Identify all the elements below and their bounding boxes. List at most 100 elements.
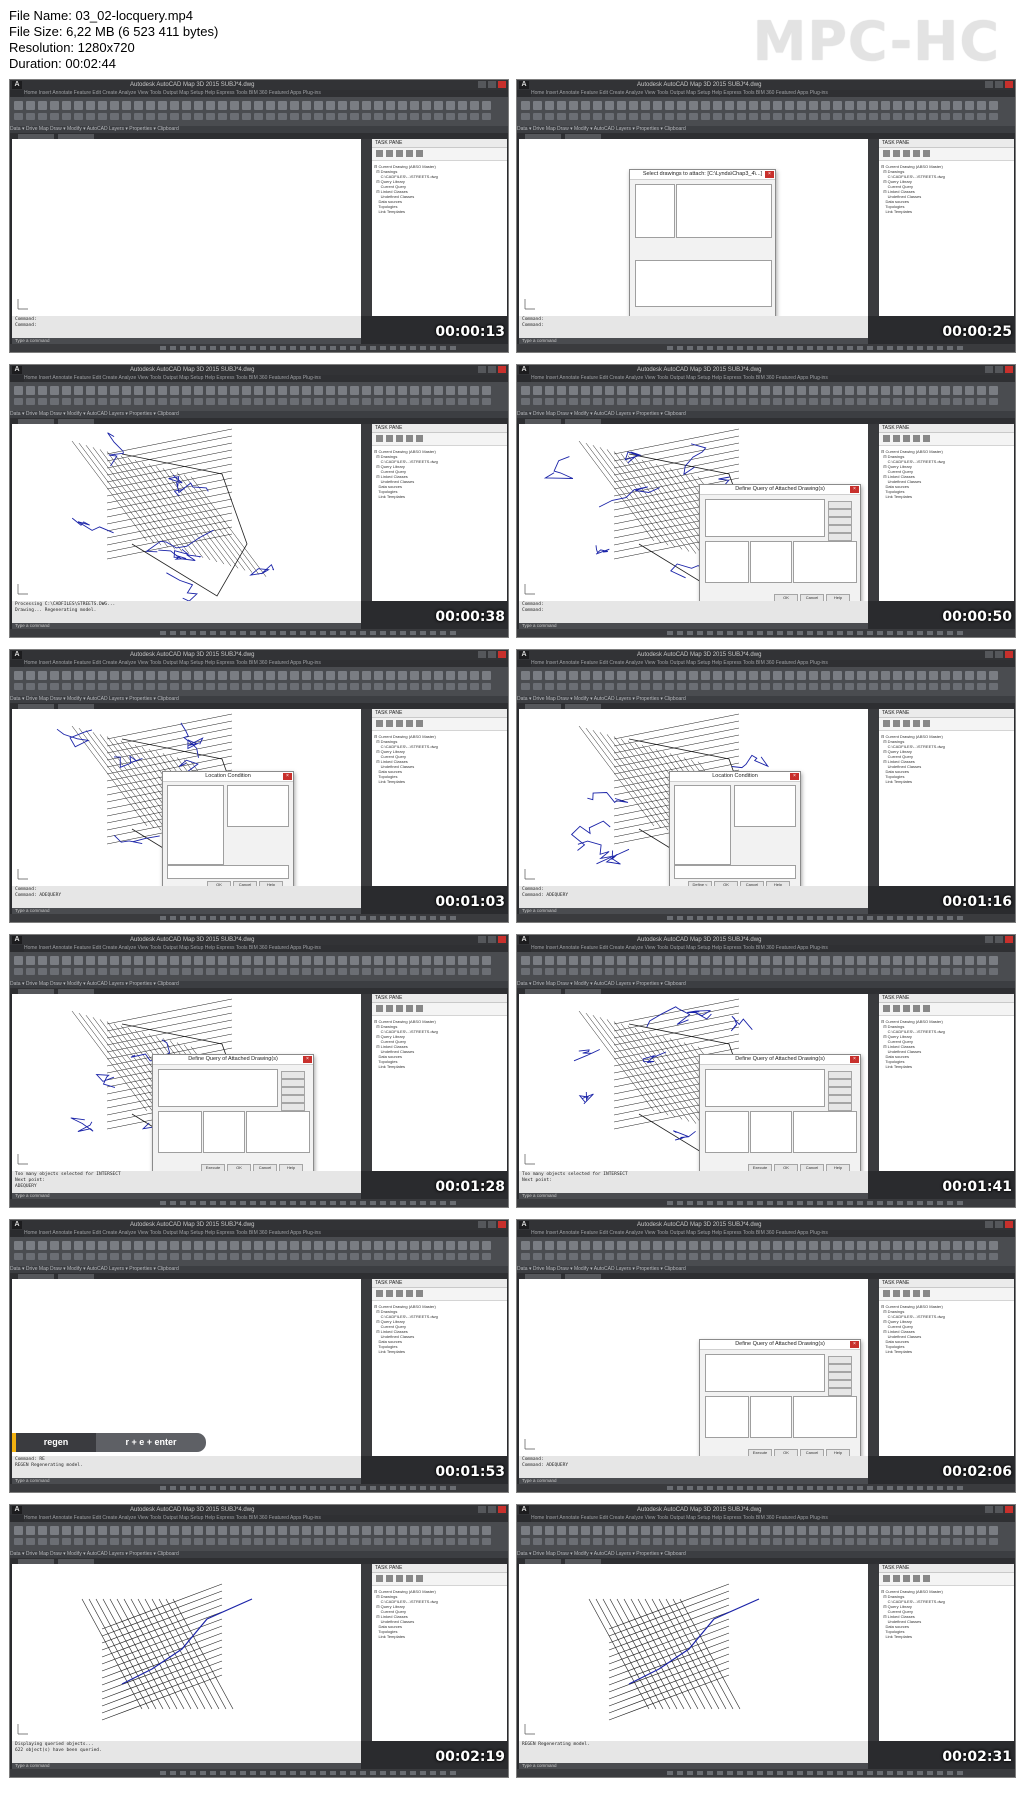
ribbon-tool-icon[interactable] (629, 671, 638, 680)
ribbon-tool-icon[interactable] (809, 683, 818, 690)
ribbon-tool-icon[interactable] (434, 398, 443, 405)
ribbon-tool-icon[interactable] (533, 398, 542, 405)
tree-item[interactable]: ⊟ Linked Classes (881, 474, 915, 479)
ribbon-tool-icon[interactable] (869, 968, 878, 975)
ribbon-tool-icon[interactable] (749, 1538, 758, 1545)
drawing-canvas[interactable] (12, 424, 361, 601)
ribbon-tool-icon[interactable] (314, 398, 323, 405)
ribbon-tool-icon[interactable] (158, 1253, 167, 1260)
ribbon-tool-icon[interactable] (605, 101, 614, 110)
ribbon-tool-icon[interactable] (158, 386, 167, 395)
ribbon-tool-icon[interactable] (557, 968, 566, 975)
task-pane-tool-icon[interactable] (913, 1005, 920, 1012)
ribbon-tool-icon[interactable] (953, 1241, 962, 1250)
status-toggle-icon[interactable] (270, 346, 276, 350)
ribbon-tool-icon[interactable] (641, 956, 650, 965)
status-toggle-icon[interactable] (867, 1201, 873, 1205)
status-toggle-icon[interactable] (410, 1771, 416, 1775)
ribbon-tool-icon[interactable] (773, 113, 782, 120)
minimize-button[interactable] (478, 81, 486, 88)
ribbon-tool-icon[interactable] (833, 671, 842, 680)
status-toggle-icon[interactable] (767, 1771, 773, 1775)
ribbon-tool-icon[interactable] (410, 1538, 419, 1545)
ribbon-tool-icon[interactable] (737, 1241, 746, 1250)
ribbon-tool-icon[interactable] (869, 101, 878, 110)
ribbon-tool-icon[interactable] (893, 398, 902, 405)
ribbon-tool-icon[interactable] (965, 1526, 974, 1535)
ribbon-tool-icon[interactable] (701, 398, 710, 405)
ribbon-tool-icon[interactable] (677, 101, 686, 110)
ribbon-tool-icon[interactable] (545, 671, 554, 680)
ribbon-tool-icon[interactable] (302, 671, 311, 680)
ribbon-tool-icon[interactable] (290, 1538, 299, 1545)
status-toggle-icon[interactable] (857, 1201, 863, 1205)
status-toggle-icon[interactable] (767, 1201, 773, 1205)
options-group[interactable] (246, 1111, 310, 1153)
tree-item[interactable]: ⊟ Current Drawing (ABSO Master) (881, 164, 943, 169)
ribbon-tool-icon[interactable] (545, 683, 554, 690)
tree-item[interactable]: ⊟ Linked Classes (374, 474, 408, 479)
options-group[interactable] (793, 1396, 857, 1438)
ribbon-tool-icon[interactable] (677, 386, 686, 395)
status-toggle-icon[interactable] (250, 631, 256, 635)
ribbon-tool-icon[interactable] (641, 1526, 650, 1535)
task-pane-tool-icon[interactable] (903, 1005, 910, 1012)
ribbon-tool-icon[interactable] (26, 1241, 35, 1250)
ribbon-tool-icon[interactable] (581, 683, 590, 690)
ribbon-tool-icon[interactable] (338, 1538, 347, 1545)
ribbon-tool-icon[interactable] (122, 1526, 131, 1535)
ribbon-tool-icon[interactable] (857, 683, 866, 690)
status-toggle-icon[interactable] (340, 631, 346, 635)
tree-item[interactable]: Topologies (881, 774, 905, 779)
status-toggle-icon[interactable] (817, 1486, 823, 1490)
dialog-button-execute-query[interactable]: Execute Query (201, 1164, 225, 1171)
status-toggle-icon[interactable] (777, 631, 783, 635)
ribbon-tool-icon[interactable] (338, 101, 347, 110)
ribbon-tool-icon[interactable] (785, 386, 794, 395)
ribbon-tool-icon[interactable] (86, 1538, 95, 1545)
ribbon-tool-icon[interactable] (953, 113, 962, 120)
status-toggle-icon[interactable] (180, 1201, 186, 1205)
ribbon-tool-icon[interactable] (857, 113, 866, 120)
ribbon-tool-icon[interactable] (302, 956, 311, 965)
ribbon-tool-icon[interactable] (893, 1253, 902, 1260)
ribbon-tool-icon[interactable] (785, 113, 794, 120)
ribbon-tool-icon[interactable] (701, 1526, 710, 1535)
ribbon-tool-icon[interactable] (470, 1253, 479, 1260)
ribbon-tool-icon[interactable] (809, 398, 818, 405)
ribbon-tool-icon[interactable] (398, 956, 407, 965)
ribbon-tool-icon[interactable] (62, 386, 71, 395)
drawing-tab[interactable] (565, 419, 601, 424)
ribbon-tool-icon[interactable] (446, 398, 455, 405)
ribbon-tool-icon[interactable] (653, 956, 662, 965)
tree-item[interactable]: ⊟ Drawings (881, 169, 905, 174)
ribbon-tabs[interactable]: Home Insert Annotate Feature Edit Create… (531, 1230, 1015, 1237)
status-toggle-icon[interactable] (260, 631, 266, 635)
tree-item[interactable]: ⊟ Drawings (374, 1024, 398, 1029)
ribbon-tool-icon[interactable] (593, 683, 602, 690)
status-toggle-icon[interactable] (707, 631, 713, 635)
ribbon-tool-icon[interactable] (569, 1253, 578, 1260)
status-toggle-icon[interactable] (210, 1486, 216, 1490)
ribbon-tool-icon[interactable] (941, 683, 950, 690)
ribbon-tool-icon[interactable] (689, 683, 698, 690)
tree-item[interactable]: C:\CADFILES\...\STREETS.dwg (374, 1314, 438, 1319)
ribbon-tool-icon[interactable] (458, 1538, 467, 1545)
ribbon-tool-icon[interactable] (569, 101, 578, 110)
tree-item[interactable]: Current Query (374, 184, 407, 189)
status-toggle-icon[interactable] (757, 346, 763, 350)
ribbon-tool-icon[interactable] (941, 101, 950, 110)
ribbon-tool-icon[interactable] (254, 683, 263, 690)
status-toggle-icon[interactable] (260, 346, 266, 350)
ribbon-tool-icon[interactable] (26, 101, 35, 110)
ribbon-tool-icon[interactable] (593, 671, 602, 680)
task-pane-tool-icon[interactable] (396, 150, 403, 157)
minimize-button[interactable] (478, 1506, 486, 1513)
ribbon-tool-icon[interactable] (38, 968, 47, 975)
task-pane-tool-icon[interactable] (913, 1575, 920, 1582)
status-toggle-icon[interactable] (947, 1486, 953, 1490)
close-window-button[interactable] (498, 81, 506, 88)
status-toggle-icon[interactable] (727, 346, 733, 350)
status-toggle-icon[interactable] (807, 1201, 813, 1205)
task-pane-tool-icon[interactable] (923, 435, 930, 442)
